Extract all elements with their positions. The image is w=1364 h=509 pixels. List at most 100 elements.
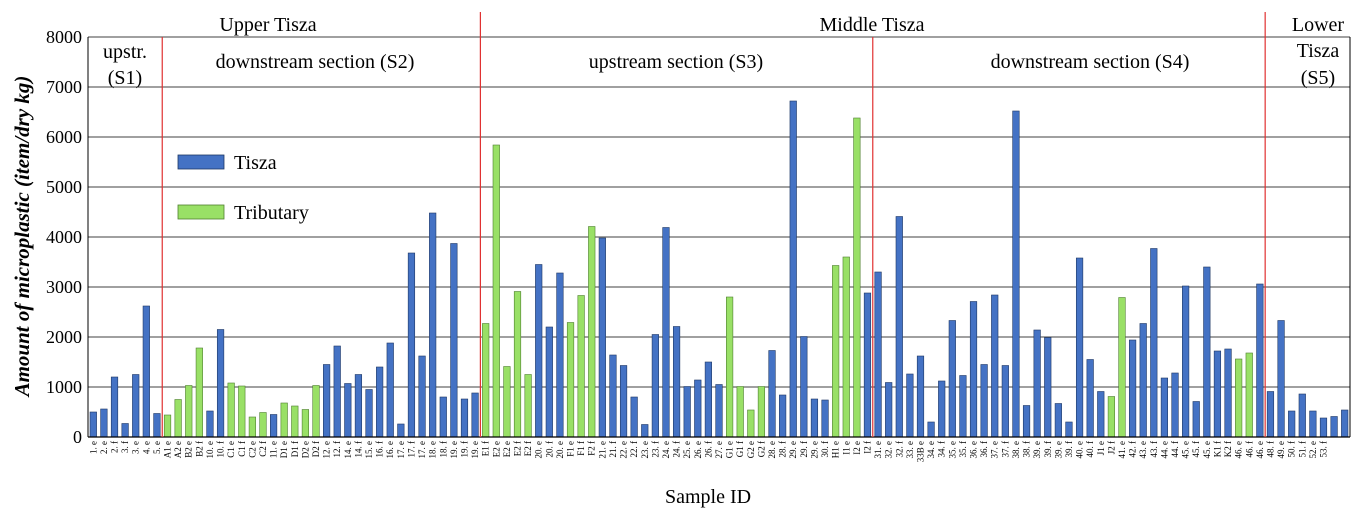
bar [885, 382, 893, 438]
x-tick-label: 44. f [1170, 441, 1180, 458]
legend-label-tributary: Tributary [234, 202, 309, 224]
y-tick-label: 6000 [46, 127, 82, 147]
x-tick-label: 20. e [534, 441, 544, 459]
x-tick-label: F1 f [576, 441, 586, 456]
bar [142, 305, 150, 438]
bar [1203, 266, 1211, 438]
x-tick-label: 5. e [152, 441, 162, 454]
y-tick-label: 7000 [46, 77, 82, 97]
x-tick-label: 19. e [470, 441, 480, 459]
x-tick-label: E2 f [523, 441, 533, 456]
x-tick-label: 29. e [788, 441, 798, 459]
x-tick-label: 14. f [353, 441, 363, 458]
x-tick-label: C2 e [247, 441, 257, 458]
x-tick-label: 17. e [396, 441, 406, 459]
x-tick-label: 37. e [990, 441, 1000, 459]
bar [100, 408, 108, 438]
bar [291, 405, 299, 438]
x-tick-label: B2 f [194, 441, 204, 457]
x-tick-label: 39. e [1053, 441, 1063, 459]
region-label-middle: Middle Tisza [819, 14, 924, 36]
bar [397, 423, 405, 438]
bar [301, 409, 309, 438]
bar [1054, 403, 1062, 438]
bar [238, 385, 246, 438]
section-label-s1-line1: upstr. [103, 41, 147, 63]
bar [715, 384, 723, 438]
bar [672, 326, 681, 438]
bar [1044, 337, 1052, 438]
x-tick-label: 46. f [1244, 441, 1254, 458]
x-tick-label: I2 f [862, 441, 872, 454]
section-label-s5: (S5) [1301, 67, 1335, 89]
bar [619, 365, 628, 438]
bar [354, 374, 363, 438]
x-tick-label: 39. f [1064, 441, 1074, 458]
x-tick-label: 19. f [459, 441, 469, 458]
x-tick-label: 2. e [99, 441, 109, 454]
bar [1266, 391, 1275, 438]
bar [1277, 320, 1285, 438]
bar [1118, 297, 1126, 438]
bar [916, 355, 925, 438]
bar [683, 386, 691, 438]
x-tick-label: 18. e [428, 441, 438, 459]
x-tick-label: K1 f [1212, 441, 1222, 457]
bar [1097, 391, 1105, 438]
bar [1288, 410, 1296, 438]
x-tick-label: 12. f [332, 441, 342, 458]
x-tick-label: 26. f [703, 441, 713, 458]
x-tick-label: 4. e [141, 441, 151, 454]
x-tick-label: D2 e [300, 441, 310, 458]
bar [1341, 409, 1349, 438]
bar [195, 347, 203, 438]
x-tick-label: G2 f [756, 441, 766, 457]
x-tick-label: 36. f [979, 441, 989, 458]
bar [736, 386, 744, 438]
bar [471, 392, 479, 438]
x-tick-label: 39. f [1043, 441, 1053, 458]
legend-label-tisza: Tisza [234, 152, 277, 174]
x-tick-label: 20. f [544, 441, 554, 458]
bar [832, 265, 840, 438]
x-tick-label: 33B e [915, 441, 925, 462]
bar [89, 411, 97, 438]
bar [280, 402, 288, 438]
bar [1309, 410, 1317, 438]
bar [206, 410, 214, 438]
x-tick-label: 23. e [640, 441, 650, 459]
x-tick-label: 12. e [322, 441, 332, 459]
x-tick-label: E2 e [502, 441, 512, 457]
x-tick-label: 24. e [661, 441, 671, 459]
bar [227, 382, 235, 438]
bar [323, 364, 331, 438]
bar [1192, 401, 1200, 438]
bar [1245, 352, 1253, 438]
legend: Tisza Tributary [177, 152, 309, 224]
x-tick-label: 34. e [926, 441, 936, 459]
bar [895, 216, 903, 438]
bar [810, 398, 819, 438]
x-tick-label: 27. e [714, 441, 724, 459]
bar [513, 291, 522, 438]
region-label-lower-1: Lower [1292, 14, 1345, 36]
bar [641, 424, 649, 438]
bar [938, 380, 946, 438]
bar [821, 399, 829, 438]
y-tick-label: 3000 [46, 277, 82, 297]
x-tick-label: 17. e [417, 441, 427, 459]
bar [1298, 393, 1306, 438]
x-tick-label: 43. f [1149, 441, 1159, 458]
x-tick-label: 45. e [1181, 441, 1191, 459]
bar [609, 354, 617, 438]
x-tick-label: 38. f [1022, 441, 1032, 458]
x-tick-label: 39. e [1032, 441, 1042, 459]
bar [270, 414, 278, 438]
bars [89, 100, 1349, 438]
bar [1213, 350, 1222, 438]
x-tick-label: 3. f [120, 441, 130, 453]
grid-lines [88, 36, 1350, 438]
bar [948, 320, 956, 438]
bar [789, 100, 797, 438]
bar [577, 295, 585, 438]
